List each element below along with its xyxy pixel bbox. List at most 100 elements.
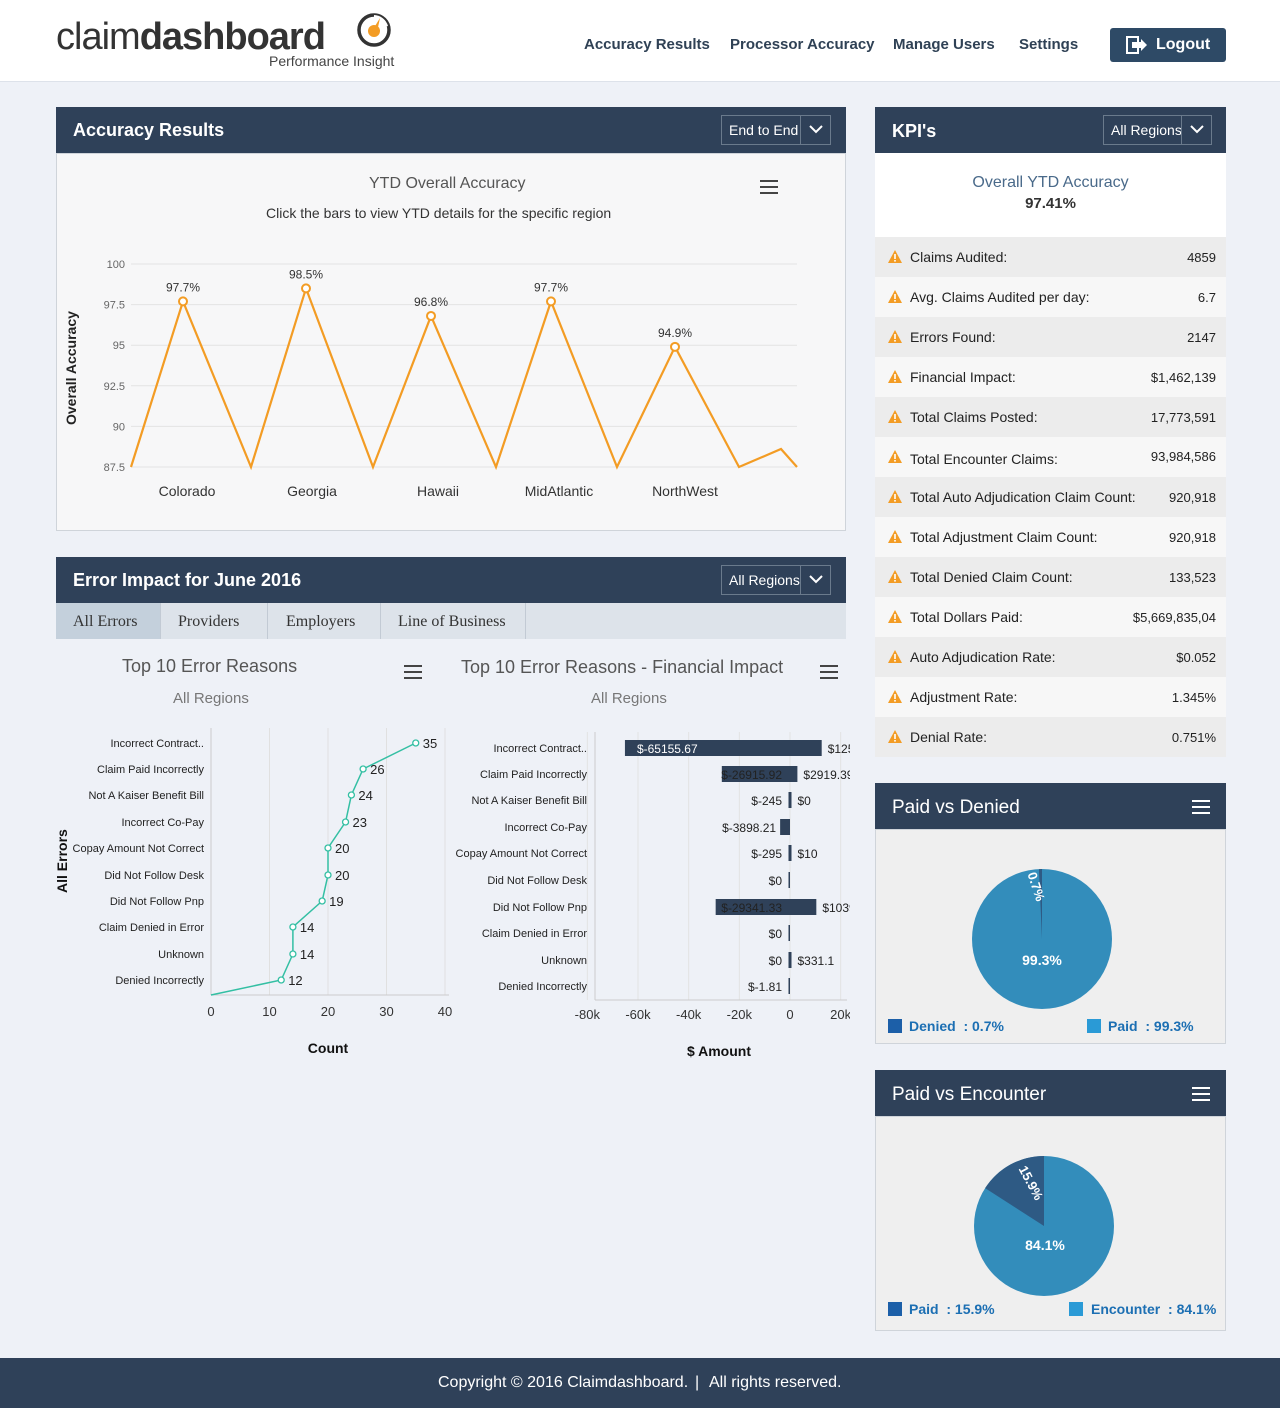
logo-tagline: Performance Insight [269,53,395,69]
x-tick-label: Colorado [159,483,216,499]
kpi-label: Claims Audited: [910,249,1008,265]
dropdown-value: All Regions [729,572,800,588]
error-financial-chart[interactable]: -80k -60k -40k -20k 0 20k Incorrect Contract..… [455,720,850,1070]
footer-rights: All rights reserved. [709,1374,842,1391]
chevron-down-icon [800,566,830,594]
positive-data-label: $0 [798,794,812,808]
legend-encounter-swatch [1069,1302,1083,1316]
legend-denied[interactable]: Denied : 0.7% [909,1018,1004,1034]
chevron-down-icon [1181,116,1211,144]
warning-icon [888,450,902,463]
nav-processor-accuracy[interactable]: Processor Accuracy [730,36,875,53]
financial-chart-title: Top 10 Error Reasons - Financial Impact [461,657,784,677]
warning-icon [888,410,902,423]
dropdown-value: All Regions [1111,122,1182,138]
error-region-dropdown[interactable]: All Regions [721,565,831,595]
data-point [289,950,297,958]
category-label: Unknown [541,955,587,967]
positive-data-label: $10 [798,847,818,861]
gauge-icon [357,13,391,47]
logo-wordmark: claimdashboard [56,16,326,58]
negative-data-label: $-26915.92 [721,768,782,782]
category-label: Did Not Follow Desk [487,875,587,887]
warning-icon [888,610,902,623]
paid-denied-body: 99.3% 0.7% Denied : 0.7% Paid : 99.3% [875,829,1226,1044]
kpi-label: Total Denied Claim Count: [910,569,1073,585]
logo[interactable]: claimdashboard Performance Insight [56,10,401,72]
category-label: Not A Kaiser Benefit Bill [88,790,204,802]
paid-encounter-menu-icon[interactable] [1192,1087,1210,1101]
nav-accuracy-results[interactable]: Accuracy Results [584,36,710,53]
category-label: Incorrect Contract.. [493,743,587,755]
nav-settings[interactable]: Settings [1019,36,1079,53]
data-point [670,341,680,352]
negative-bar [780,819,790,835]
kpi-value: 920,918 [1169,530,1216,545]
data-label: 24 [358,788,372,803]
series-line [129,284,798,471]
error-impact-header: Error Impact for June 2016 All Regions [56,557,846,603]
paid-denied-menu-icon[interactable] [1192,800,1210,814]
dropdown-value: End to End [729,122,799,138]
warning-icon [888,290,902,303]
chevron-down-icon [800,116,830,144]
legend-paid[interactable]: Paid : 15.9% [909,1301,995,1317]
x-tick-label: Georgia [287,483,337,499]
x-axis-label: Count [308,1040,349,1056]
y-tick-label: 100 [107,259,125,271]
negative-data-label: $-29341.33 [721,901,782,915]
category-label: Incorrect Co-Pay [504,822,587,834]
warning-icon [888,650,902,663]
accuracy-results-title: Accuracy Results [73,120,225,140]
kpi-region-dropdown[interactable]: All Regions [1103,115,1212,145]
data-label: 23 [353,815,367,830]
chart-menu-icon[interactable] [760,180,778,194]
positive-data-label: $2919.39 [803,768,850,782]
kpi-label: Denial Rate: [910,729,988,745]
x-tick-label: 20 [321,1004,335,1019]
footer-separator: | [695,1374,700,1391]
x-tick-label: 0 [786,1007,793,1022]
kpi-value: 920,918 [1169,490,1216,505]
accuracy-scope-dropdown[interactable]: End to End [721,115,831,145]
y-axis-label: Overall Accuracy [63,311,79,425]
x-tick-label: -40k [676,1007,702,1022]
top-bar: claimdashboard Performance Insight Accur… [0,0,1280,82]
x-tick-label: 40 [438,1004,452,1019]
kpi-row: Auto Adjudication Rate: $0.052 [875,637,1226,677]
negative-data-label: $-1.81 [748,980,782,994]
pie-label: 84.1% [1025,1237,1065,1253]
data-label: 35 [423,736,437,751]
error-count-chart[interactable]: 0 10 20 30 40 Incorrect Contract.. Claim Paid … [50,720,460,1070]
data-point [412,739,420,747]
kpi-row: Total Auto Adjudication Claim Count: 920,… [875,477,1226,517]
x-tick-label: 30 [379,1004,393,1019]
tab-providers[interactable]: Providers [161,603,268,639]
count-chart-menu-icon[interactable] [404,665,422,679]
negative-bar [715,899,790,915]
logout-button[interactable]: Logout [1110,28,1226,62]
kpi-row: Financial Impact: $1,462,139 [875,357,1226,397]
tab-line-of-business[interactable]: Line of Business [381,603,526,639]
nav-manage-users[interactable]: Manage Users [893,36,995,53]
legend-encounter[interactable]: Encounter : 84.1% [1091,1301,1217,1317]
tab-all-errors[interactable]: All Errors [56,603,161,639]
data-point [289,923,297,931]
legend-paid[interactable]: Paid : 99.3% [1108,1018,1194,1034]
count-chart-title: Top 10 Error Reasons [122,656,298,676]
positive-data-label: $331.1 [798,954,835,968]
data-point [324,844,332,852]
ytd-accuracy-chart[interactable]: 87.5 90 92.5 95 97.5 100 Overall Accuracy 97.7%… [57,154,845,530]
accuracy-results-header: Accuracy Results End to End [56,107,846,153]
tab-employers[interactable]: Employers [268,603,381,639]
paid-encounter-pie[interactable]: 84.1%15.9% [876,1117,1225,1330]
warning-icon [888,570,902,583]
logout-label: Logout [1156,36,1211,53]
paid-denied-pie[interactable]: 99.3%0.7% [876,830,1225,1043]
kpi-label: Total Encounter Claims: [910,451,1058,467]
negative-data-label: $0 [769,874,783,888]
category-label: Claim Paid Incorrectly [97,764,204,776]
financial-chart-menu-icon[interactable] [820,665,838,679]
data-label: 97.7% [534,280,568,294]
negative-bar [624,740,790,756]
